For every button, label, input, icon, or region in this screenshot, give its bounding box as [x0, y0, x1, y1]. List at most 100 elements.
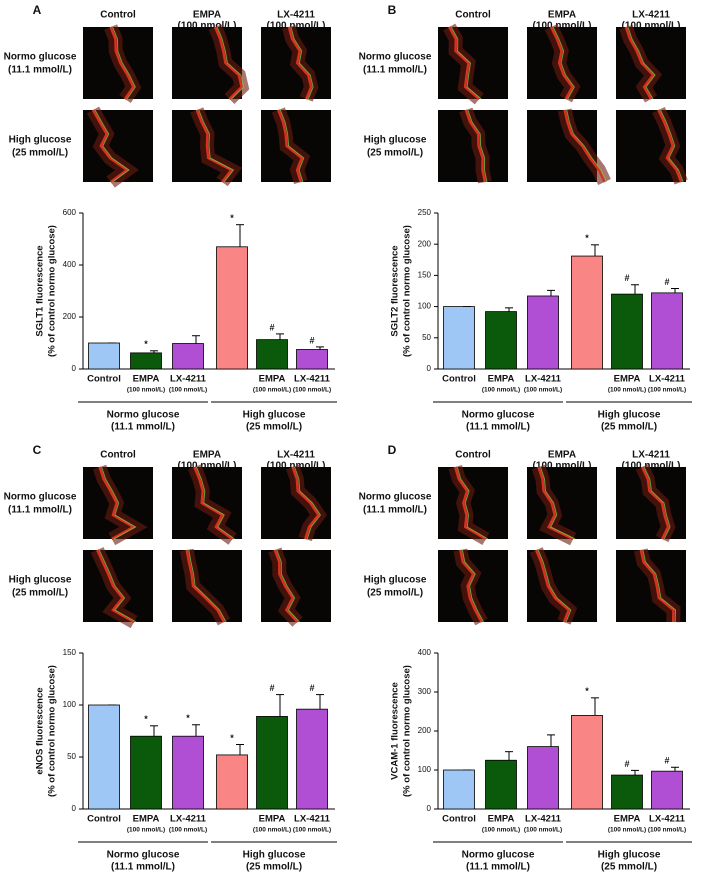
x-tick-note: (100 nmol/L)	[648, 827, 686, 834]
bar	[296, 708, 328, 810]
group-label: Normo glucose	[462, 850, 535, 861]
x-tick-note: (100 nmol/L)	[524, 387, 562, 394]
tissue-edge	[213, 26, 243, 100]
x-tick-note: (100 nmol/L)	[482, 387, 520, 394]
x-tick-label: EMPA	[133, 814, 160, 825]
image-column-header: Control	[100, 10, 136, 21]
x-tick-label: LX-4211	[294, 374, 331, 385]
image-column-header: (100 nmol/L)	[267, 21, 326, 32]
tissue-edge	[109, 26, 135, 100]
tissue-edge	[94, 109, 130, 183]
x-tick-label: EMPA	[488, 814, 515, 825]
significance-marker: #	[309, 683, 314, 693]
tissue-edge	[459, 549, 483, 623]
y-axis-label: (% of control normo glucose)	[47, 665, 58, 797]
image-column-header: EMPA	[548, 10, 576, 21]
significance-marker: *	[186, 713, 190, 723]
y-axis-label: (% of control normo glucose)	[47, 225, 58, 357]
bar	[256, 716, 288, 810]
image-column-header: (100 nmol/L)	[178, 21, 237, 32]
image-column-header: EMPA	[548, 450, 576, 461]
x-tick-label: LX-4211	[649, 374, 686, 385]
tissue-edge	[276, 549, 300, 623]
image-row-label: (11.1 mmol/L)	[363, 65, 427, 76]
tissue-edge	[112, 26, 136, 100]
image-column-header: Control	[455, 10, 491, 21]
panel-label: D	[388, 443, 397, 457]
x-tick-note: (100 nmol/L)	[608, 387, 646, 394]
tissue-edge	[195, 466, 235, 540]
tissue-edge	[456, 466, 489, 540]
significance-marker: #	[624, 759, 629, 769]
tissue-edge	[448, 26, 481, 100]
tissue-edge	[537, 549, 572, 623]
tissue-edge	[539, 466, 576, 540]
bar	[651, 292, 683, 370]
tissue-edge	[657, 109, 683, 183]
tissue-edge	[461, 549, 484, 623]
group-label: (11.1 mmol/L)	[466, 422, 530, 433]
tissue-edge	[279, 109, 305, 183]
panel-label: A	[33, 3, 42, 17]
tissue-edge	[450, 26, 482, 100]
y-tick-label: 50	[422, 333, 431, 342]
tissue-edge	[624, 26, 655, 100]
significance-marker: #	[664, 756, 669, 766]
group-label: High glucose	[598, 850, 661, 861]
significance-marker: #	[624, 273, 629, 283]
image-column-header: EMPA	[193, 450, 221, 461]
image-column-header: EMPA	[193, 10, 221, 21]
y-tick-label: 400	[63, 260, 77, 269]
x-tick-label: LX-4211	[294, 814, 331, 825]
image-row-label: High glucose	[364, 575, 427, 586]
group-label: High glucose	[598, 410, 661, 421]
y-tick-label: 600	[63, 208, 77, 217]
tissue-edge	[291, 466, 320, 540]
y-tick-label: 100	[418, 765, 432, 774]
significance-marker: *	[230, 733, 234, 743]
x-tick-note: (100 nmol/L)	[169, 827, 207, 834]
image-row-label: (11.1 mmol/L)	[8, 65, 72, 76]
tissue-edge	[563, 109, 606, 183]
tissue-edge	[277, 109, 304, 183]
tissue-edge	[643, 466, 671, 540]
y-tick-label: 50	[67, 752, 76, 761]
x-tick-label: Control	[87, 374, 121, 385]
image-row-label: Normo glucose	[359, 52, 432, 63]
x-tick-label: EMPA	[259, 374, 286, 385]
image-row-label: (25 mmol/L)	[367, 148, 423, 159]
image-row-label: (25 mmol/L)	[12, 148, 68, 159]
group-label: (25 mmol/L)	[601, 862, 657, 873]
image-column-header: LX-4211	[277, 450, 315, 461]
image-column-header: Control	[100, 450, 136, 461]
x-tick-note: (100 nmol/L)	[169, 387, 207, 394]
significance-marker: *	[585, 686, 589, 696]
tissue-edge	[464, 109, 487, 183]
image-column-header: (100 nmol/L)	[533, 21, 592, 32]
x-tick-label: LX-4211	[525, 814, 562, 825]
tissue-edge	[101, 466, 137, 540]
tissue-edge	[91, 109, 130, 184]
x-tick-label: EMPA	[488, 374, 515, 385]
tissue-edge	[642, 549, 677, 623]
tissue-edge	[659, 109, 684, 183]
tissue-edge	[273, 549, 299, 623]
image-column-header: LX-4211	[632, 450, 670, 461]
image-row-label: (25 mmol/L)	[367, 588, 423, 599]
y-axis-label: eNOS fluorescence	[35, 687, 46, 774]
bar	[485, 759, 517, 810]
tissue-edge	[98, 549, 137, 623]
bar	[611, 293, 643, 370]
group-label: (11.1 mmol/L)	[111, 422, 175, 433]
y-tick-label: 200	[418, 726, 432, 735]
group-label: (25 mmol/L)	[246, 862, 302, 873]
x-tick-note: (100 nmol/L)	[293, 827, 331, 834]
bar	[571, 255, 603, 370]
x-tick-note: (100 nmol/L)	[608, 827, 646, 834]
tissue-edge	[193, 466, 234, 541]
significance-marker: *	[230, 213, 234, 223]
tissue-edge	[537, 466, 574, 541]
y-tick-label: 300	[418, 687, 432, 696]
significance-marker: #	[269, 683, 274, 693]
tissue-edge	[639, 549, 675, 623]
